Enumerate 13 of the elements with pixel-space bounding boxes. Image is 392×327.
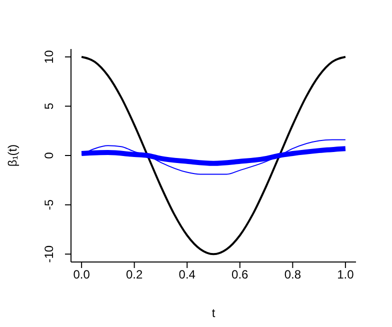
x-tick-label: 0.8	[284, 268, 302, 282]
y-axis-title: β₁(t)	[5, 144, 20, 167]
x-tick-label: 0.0	[73, 268, 90, 282]
y-tick-label: 0	[42, 152, 56, 159]
x-axis-title: t	[212, 306, 216, 320]
x-tick-label: 0.6	[232, 268, 249, 282]
x-tick-label: 1.0	[337, 268, 354, 282]
x-tick-label: 0.2	[126, 268, 143, 282]
y-tick-label: 10	[42, 50, 56, 64]
y-tick-label: -10	[42, 245, 56, 263]
y-tick-label: -5	[42, 199, 56, 210]
x-tick-label: 0.4	[178, 268, 196, 282]
y-tick-label: 5	[42, 102, 56, 110]
